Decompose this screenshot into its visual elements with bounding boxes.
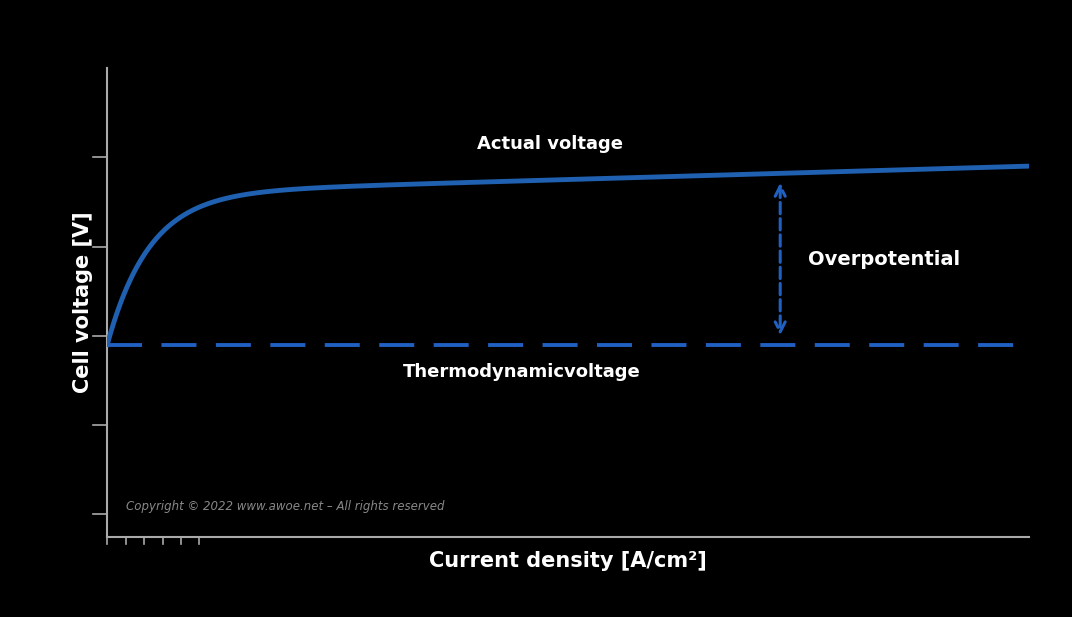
X-axis label: Current density [A/cm²]: Current density [A/cm²] xyxy=(429,551,708,571)
Text: Actual voltage: Actual voltage xyxy=(477,135,623,153)
Text: Thermodynamicvoltage: Thermodynamicvoltage xyxy=(403,363,641,381)
Y-axis label: Cell voltage [V]: Cell voltage [V] xyxy=(73,212,93,393)
Text: Overpotential: Overpotential xyxy=(808,249,961,268)
Text: Copyright © 2022 www.awoe.net – All rights reserved: Copyright © 2022 www.awoe.net – All righ… xyxy=(125,500,444,513)
